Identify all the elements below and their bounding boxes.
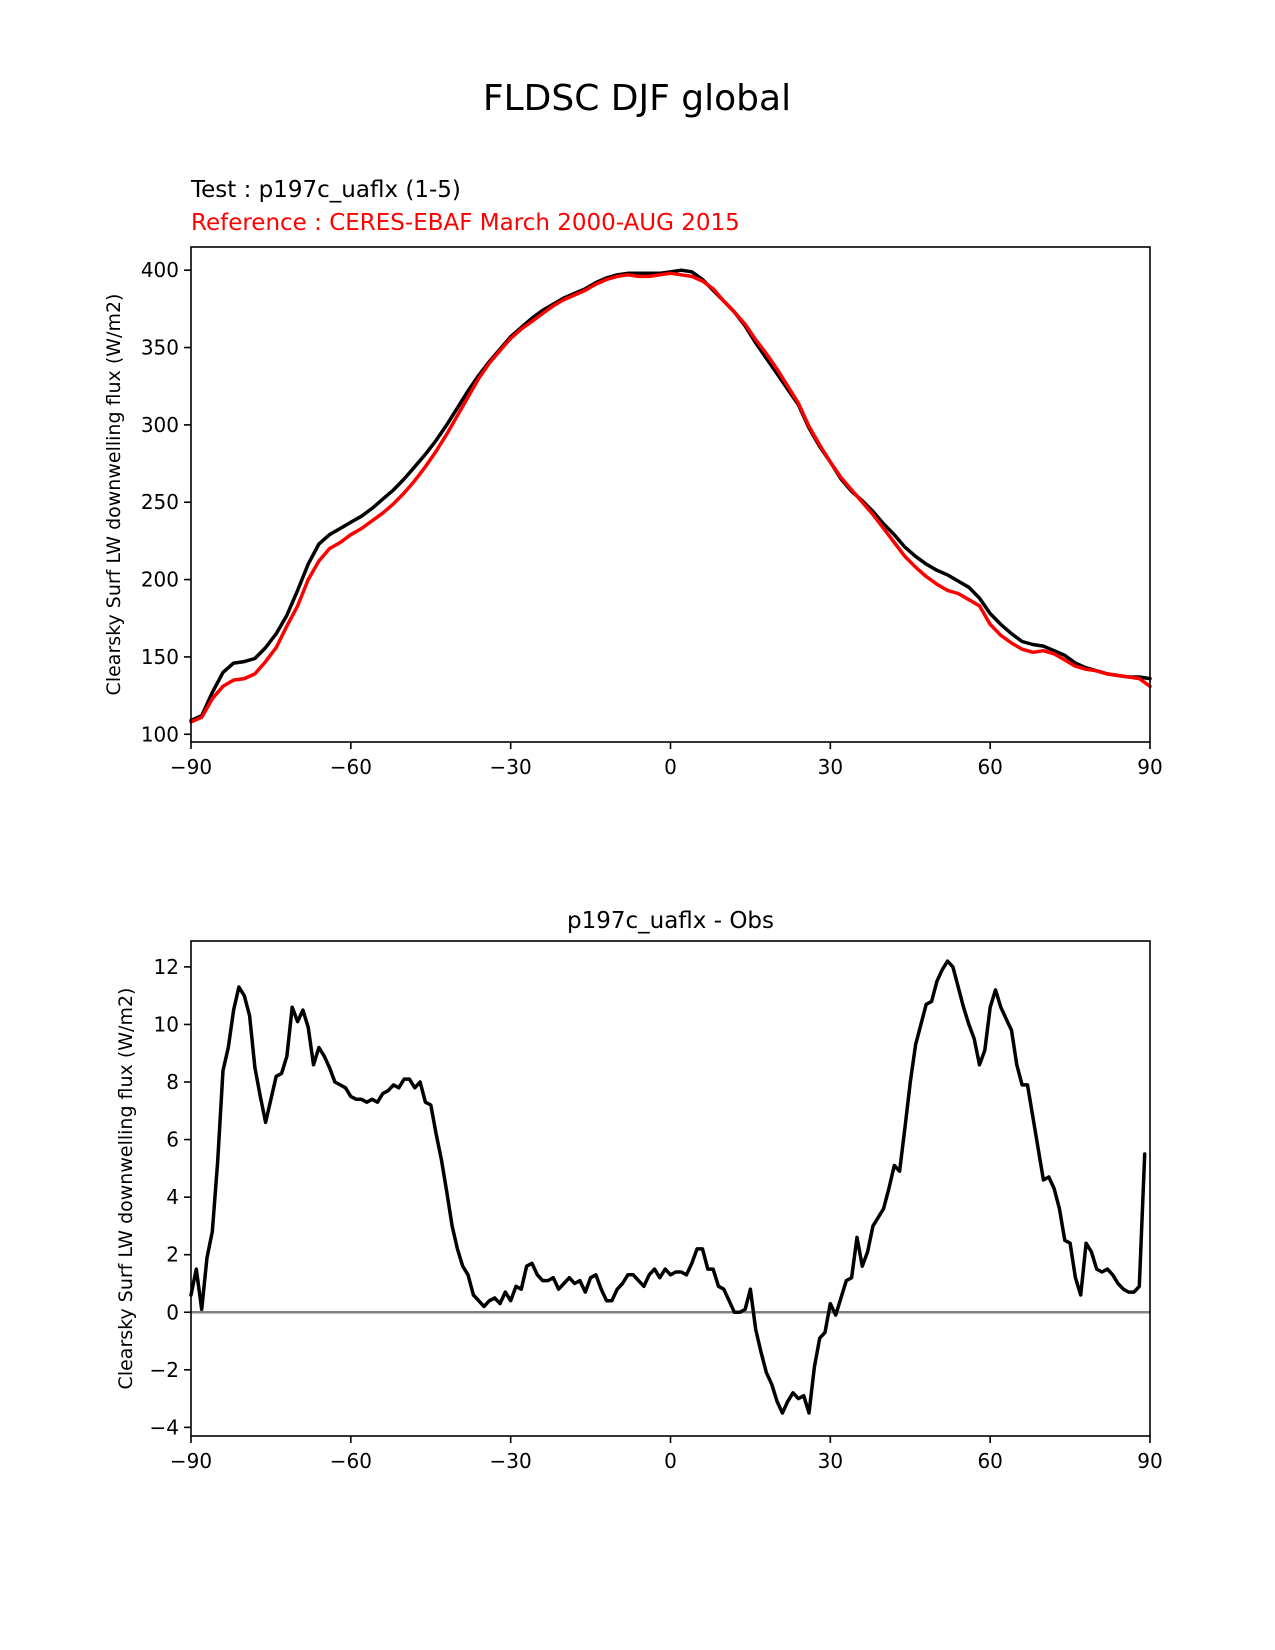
x-tick-label: 0 [664,755,677,779]
y-axis-label: Clearsky Surf LW downwelling flux (W/m2) [103,294,125,696]
x-tick-label: −90 [170,1449,212,1473]
series-line-reference [189,271,1152,724]
reference-label: Reference : CERES-EBAF March 2000-AUG 20… [191,210,740,236]
y-tick-label: 100 [141,722,179,746]
bottom-panel-difference-chart: −90 −60 −30 0 30 60 90 −4 −2 0 2 4 6 8 10 12 Clearsky Su… [115,908,1163,1473]
y-tick-label: 10 [154,1012,179,1036]
y-tick-label: 300 [141,413,179,437]
x-tick-label: 30 [818,755,843,779]
test-label: Test : p197c_uaflx (1-5) [190,177,461,203]
y-tick-label: 0 [166,1300,179,1324]
x-tick-label: 90 [1137,1449,1162,1473]
plot-frame [190,246,1151,743]
y-axis-label: Clearsky Surf LW downwelling flux (W/m2) [115,988,137,1390]
y-tick-label: 200 [141,568,179,592]
x-tick-label: −60 [330,755,372,779]
y-tick-label: 8 [166,1070,179,1094]
x-tick-label: 0 [664,1449,677,1473]
x-tick-label: 60 [977,755,1002,779]
panel-title: p197c_uaflx - Obs [567,908,774,934]
series-line-difference [189,959,1147,1415]
y-tick-label: 400 [141,258,179,282]
x-tick-label: 60 [977,1449,1002,1473]
y-tick-label: 4 [166,1185,179,1209]
x-tick-label: 90 [1137,755,1162,779]
y-tick-label: 12 [154,955,179,979]
x-tick-label: 30 [818,1449,843,1473]
y-tick-label: 2 [166,1243,179,1267]
y-tick-label: 150 [141,645,179,669]
y-tick-label: 250 [141,490,179,514]
y-tick-label: 6 [166,1128,179,1152]
y-tick-label: −4 [150,1415,179,1439]
x-tick-label: −30 [490,755,532,779]
y-tick-label: −2 [150,1358,179,1382]
series-line-test [189,268,1152,723]
y-tick-label: 350 [141,336,179,360]
top-panel-line-chart: −90 −60 −30 0 30 60 90 100 150 200 250 300 350 400 Cle… [103,246,1163,779]
x-tick-label: −90 [170,755,212,779]
x-tick-label: −60 [330,1449,372,1473]
figure-suptitle: FLDSC DJF global [483,78,791,119]
x-tick-label: −30 [490,1449,532,1473]
